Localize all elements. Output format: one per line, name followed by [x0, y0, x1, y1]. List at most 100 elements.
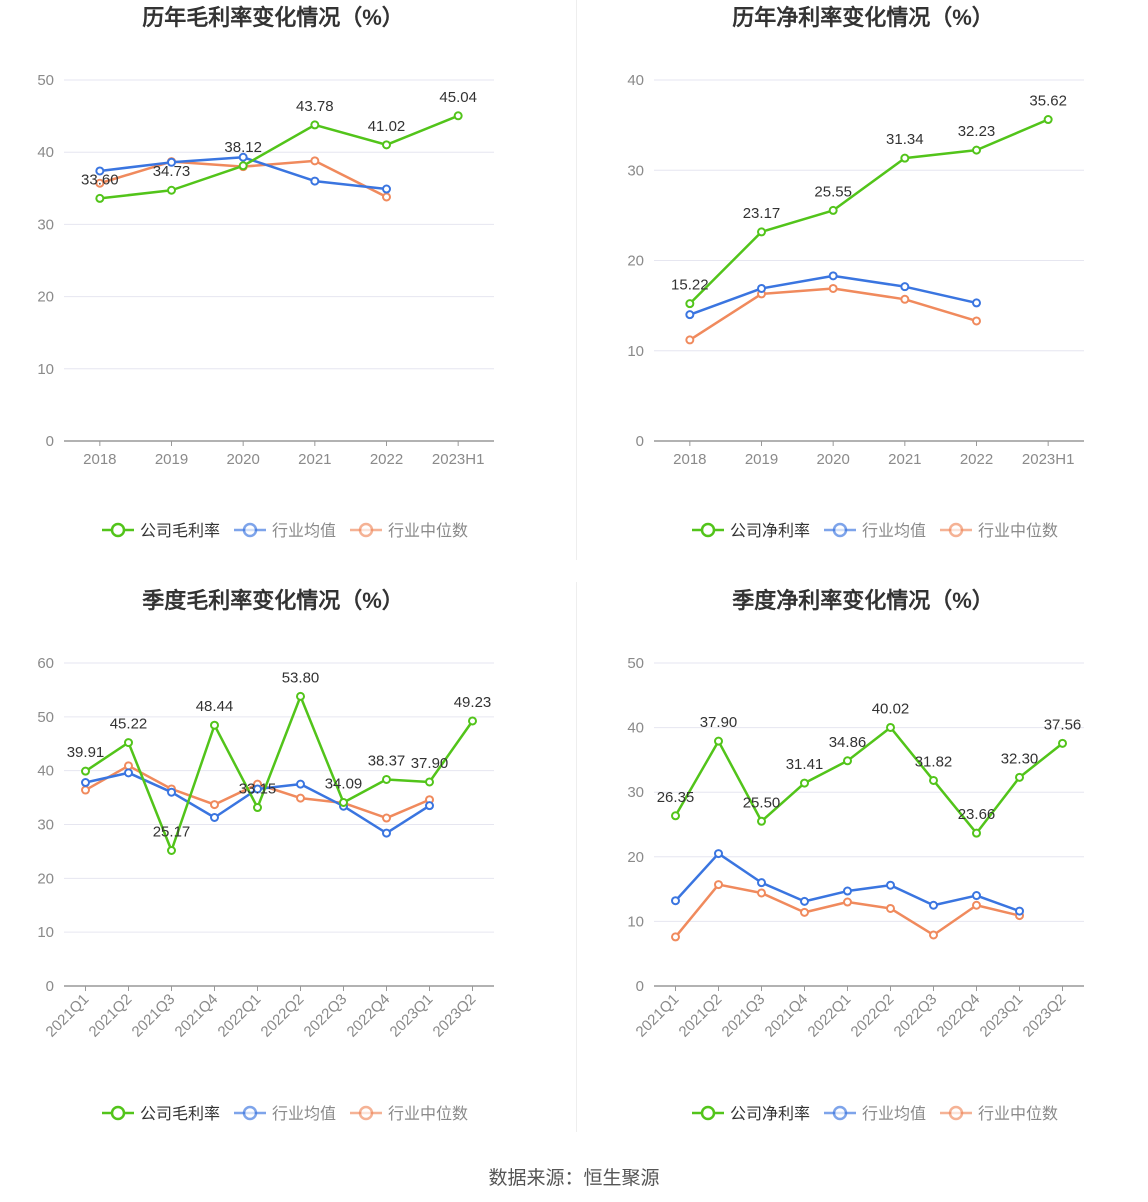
data-label: 43.78	[296, 98, 334, 115]
data-point-industry_avg	[382, 828, 391, 838]
x-tick-label: 2022Q1	[215, 991, 265, 1041]
data-point-industry_median	[124, 761, 133, 771]
x-tick-label: 2021	[298, 451, 331, 468]
data-label: 25.55	[814, 183, 852, 200]
data-label: 35.62	[1029, 93, 1067, 110]
data-point-industry_avg	[253, 784, 262, 794]
data-point-industry_median	[843, 897, 852, 907]
data-label: 25.17	[153, 824, 191, 841]
panel-divider-bottom	[576, 582, 577, 1132]
legend-label-industry_median: 行业中位数	[388, 1105, 468, 1123]
x-tick-label: 2022	[370, 451, 403, 468]
data-point-industry_avg	[972, 891, 981, 901]
data-label: 37.56	[1044, 716, 1082, 733]
data-point-company	[95, 193, 105, 203]
y-tick-label: 20	[627, 849, 644, 866]
x-tick-label: 2021Q3	[719, 991, 769, 1041]
legend-label-industry_avg: 行业均值	[272, 522, 336, 540]
data-point-industry_median	[972, 316, 981, 326]
x-tick-label: 2021Q4	[172, 991, 222, 1041]
x-tick-label: 2021	[888, 451, 921, 468]
data-point-company	[828, 205, 838, 215]
data-point-company	[757, 227, 766, 237]
data-point-industry_avg	[929, 900, 938, 910]
data-point-industry_avg	[382, 184, 391, 194]
data-label: 25.50	[743, 794, 781, 811]
data-point-industry_median	[714, 880, 723, 890]
chart-title: 季度净利率变化情况（%）	[732, 588, 994, 613]
chart-title: 历年净利率变化情况（%）	[732, 5, 994, 30]
data-label: 31.82	[915, 753, 953, 770]
legend-marker-industry_median	[948, 1105, 964, 1121]
data-label: 34.86	[829, 734, 867, 751]
series-line-company	[688, 118, 1049, 305]
x-tick-label: 2022Q3	[301, 991, 351, 1041]
data-point-industry_median	[310, 156, 320, 166]
data-point-industry_avg	[843, 886, 852, 896]
data-label: 38.12	[224, 139, 262, 156]
x-tick-label: 2022Q1	[805, 991, 855, 1041]
data-label: 32.30	[1001, 750, 1039, 767]
legend-label-industry_median: 行业中位数	[978, 1105, 1058, 1123]
data-point-industry_avg	[886, 880, 895, 890]
data-point-industry_avg	[828, 271, 838, 281]
legend-label-industry_avg: 行业均值	[272, 1105, 336, 1123]
data-point-industry_median	[382, 813, 391, 823]
data-point-company	[800, 778, 809, 788]
data-label: 49.23	[454, 694, 492, 711]
x-tick-label: 2021Q3	[129, 991, 179, 1041]
data-point-company	[900, 153, 910, 163]
data-point-company	[714, 736, 723, 746]
data-label: 41.02	[368, 118, 406, 135]
legend-marker-company	[110, 522, 126, 538]
series-line-company	[674, 726, 1064, 835]
legend-label-company: 公司毛利率	[140, 522, 220, 540]
series-line-company	[99, 114, 459, 200]
y-tick-label: 50	[37, 72, 54, 89]
y-tick-label: 0	[636, 433, 644, 450]
x-tick-label: 2018	[83, 451, 116, 468]
legend-label-industry_avg: 行业均值	[862, 522, 926, 540]
data-point-industry_median	[929, 930, 938, 940]
data-label: 34.09	[325, 775, 363, 792]
data-label: 33.60	[81, 171, 119, 188]
data-label: 40.02	[872, 700, 910, 717]
legend-marker-company	[700, 1105, 716, 1121]
data-point-industry_median	[972, 900, 981, 910]
legend-marker-industry_avg	[832, 1105, 848, 1121]
data-point-industry_avg	[167, 157, 176, 167]
data-label: 37.90	[700, 714, 738, 731]
data-point-industry_median	[671, 932, 680, 942]
legend-marker-company	[700, 522, 716, 538]
data-point-industry_avg	[124, 768, 133, 778]
data-point-company	[886, 722, 895, 732]
data-point-industry_avg	[167, 787, 176, 797]
legend-label-company: 公司净利率	[730, 1105, 810, 1123]
y-tick-label: 10	[37, 361, 54, 378]
data-label: 23.17	[743, 205, 781, 222]
legend-marker-industry_avg	[242, 522, 258, 538]
data-point-company	[671, 811, 680, 821]
y-tick-label: 30	[37, 817, 54, 834]
y-tick-label: 10	[627, 343, 644, 360]
data-point-industry_median	[210, 800, 219, 810]
x-tick-label: 2022Q4	[344, 991, 394, 1041]
data-point-company	[167, 185, 176, 195]
x-tick-label: 2021Q1	[633, 991, 683, 1041]
y-tick-label: 60	[37, 655, 54, 672]
data-label: 34.73	[153, 163, 191, 180]
x-tick-label: 2020	[816, 451, 849, 468]
data-label: 33.15	[239, 781, 277, 798]
data-point-company	[468, 716, 477, 726]
data-point-industry_avg	[310, 176, 320, 186]
data-point-company	[124, 738, 133, 748]
x-tick-label: 2022Q2	[258, 991, 308, 1041]
data-point-industry_avg	[1015, 906, 1024, 916]
data-point-industry_avg	[972, 298, 981, 308]
x-tick-label: 2023Q1	[387, 991, 437, 1041]
data-source-note: 数据来源：恒生聚源	[488, 1168, 660, 1189]
data-point-industry_avg	[757, 283, 766, 293]
x-tick-label: 2021Q4	[762, 991, 812, 1041]
y-tick-label: 10	[627, 913, 644, 930]
data-point-company	[1015, 772, 1024, 782]
